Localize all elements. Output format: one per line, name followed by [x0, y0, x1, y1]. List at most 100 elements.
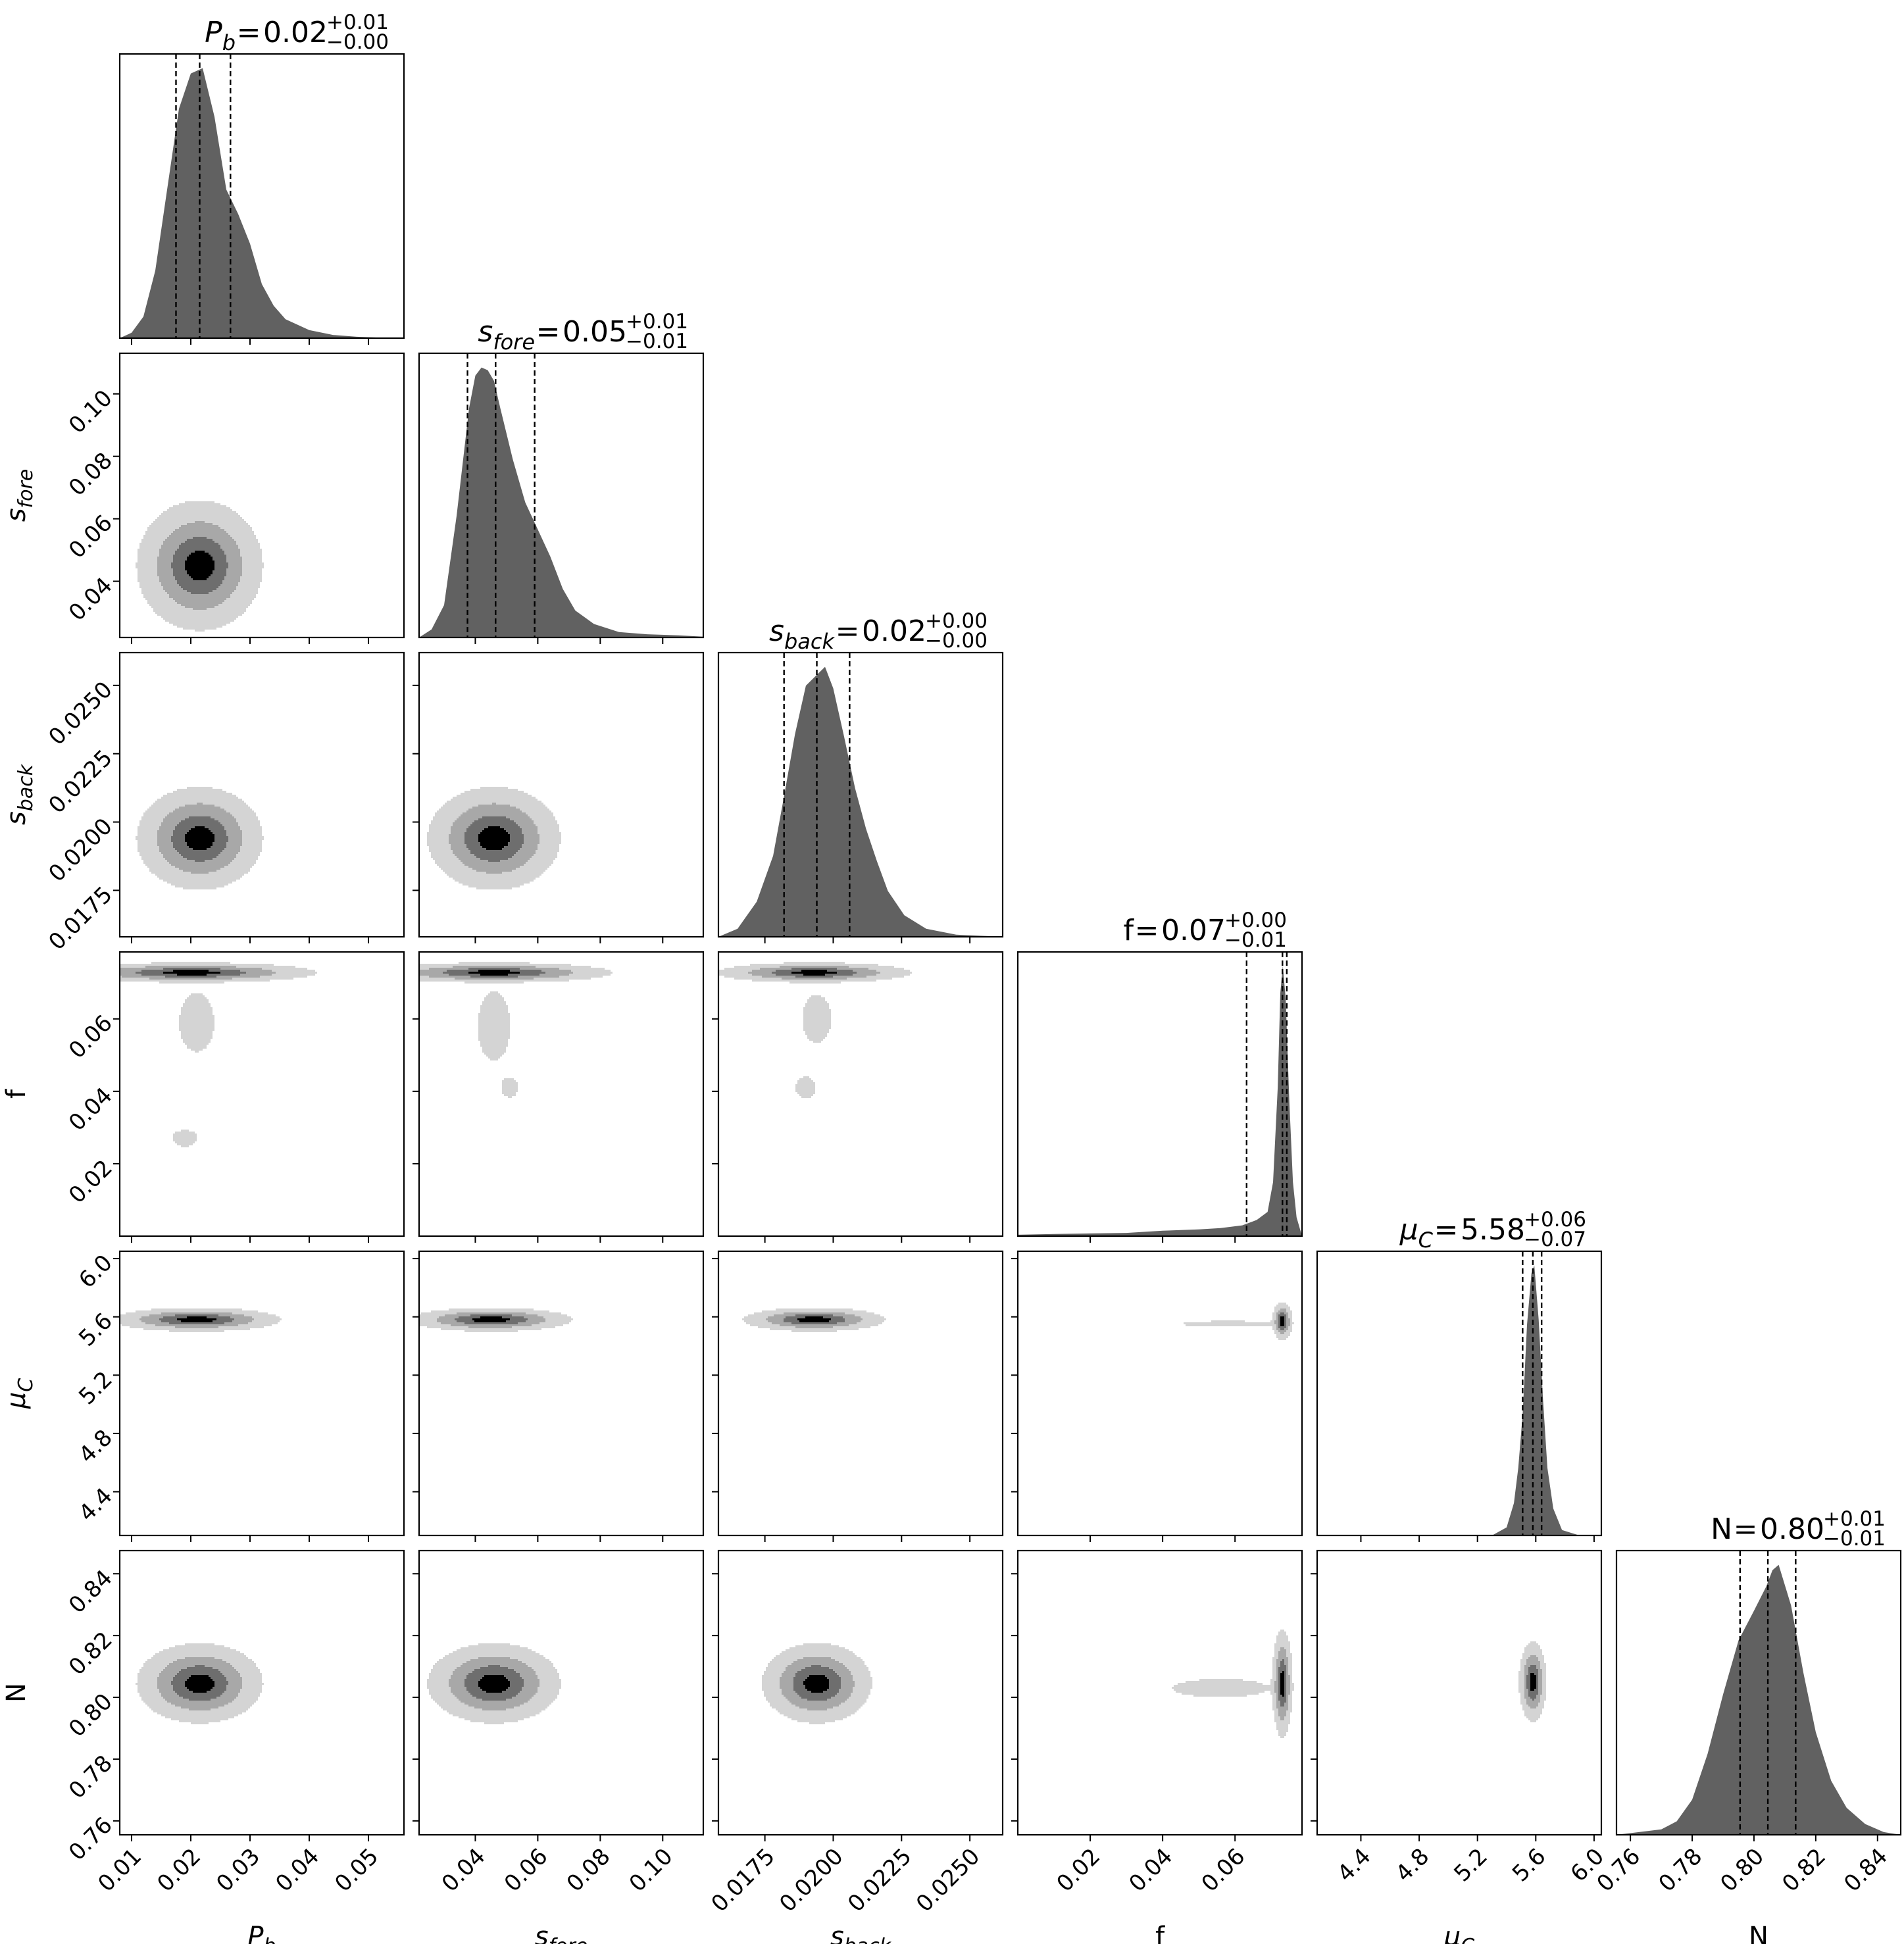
hist-area-N	[1616, 1564, 1901, 1835]
y-axis-label-muC: μC	[1, 1378, 38, 1409]
y-tick-label-sback: 0.0225	[43, 745, 117, 818]
x-tick-label-sfore: 0.08	[562, 1843, 616, 1897]
x-axis-label-symbol: N	[1749, 1922, 1768, 1944]
hist-panel-f: f = 0.07+0.00−0.01	[1016, 909, 1303, 1243]
title-value-muC: 5.58	[1461, 1213, 1525, 1247]
panel-bg	[1317, 1551, 1601, 1835]
y-tick-label-sfore: 0.10	[64, 385, 118, 439]
panel-frame-sback	[717, 651, 1004, 938]
x-tick-label-Pb: 0.04	[270, 1843, 324, 1897]
hist-panel-sfore: sfore = 0.05+0.01−0.01	[418, 310, 705, 644]
contour-level-4	[185, 551, 214, 580]
hist-area-sback	[718, 666, 1003, 937]
y-tick-label-N: 0.84	[64, 1565, 118, 1619]
y-axis-label-subscript: C	[14, 1378, 38, 1392]
hist-panel-Pb: Pb = 0.02+0.01−0.00	[118, 11, 405, 345]
panel-frame	[1316, 1549, 1603, 1836]
title-symbol: N	[1711, 1512, 1732, 1546]
x-axis-label-symbol: P	[247, 1922, 264, 1944]
y-axis-label-symbol: s	[1, 811, 32, 825]
title-plus-sback: +0.00	[925, 609, 988, 633]
x-axis-label-symbol: μ	[1443, 1922, 1461, 1944]
y-tick-label-N: 0.80	[64, 1689, 118, 1743]
panel-frame	[717, 951, 1004, 1237]
x-tick-label-Pb: 0.03	[211, 1843, 265, 1897]
title-plus-muC: +0.06	[1524, 1208, 1586, 1232]
title-plus-sfore: +0.01	[626, 310, 688, 334]
contour-level-4	[472, 1316, 510, 1322]
contour-level-4	[1530, 1673, 1536, 1691]
x-tick-label-sback: 0.0250	[911, 1843, 985, 1917]
title-value-sfore: 0.05	[563, 315, 627, 349]
panel-frame	[1016, 1250, 1303, 1537]
title-subscript: back	[784, 629, 836, 654]
contour-level-4	[1280, 1671, 1284, 1697]
panel-title-Pb: Pb = 0.02+0.01−0.00	[205, 11, 389, 55]
x-axis-label-muC: μC	[1443, 1922, 1474, 1944]
x-tick-label-f: 0.06	[1197, 1843, 1251, 1897]
y-axis-label-symbol: f	[1, 1089, 32, 1099]
title-value-sback: 0.02	[862, 614, 926, 648]
title-equals-muC: =	[1434, 1213, 1459, 1247]
panel-title-sback: sback = 0.02+0.00−0.00	[769, 609, 988, 654]
contour-panel-sback-f	[712, 951, 1004, 1243]
x-tick-label-N: 0.80	[1715, 1843, 1769, 1897]
x-axis-label-Pb: Pb	[247, 1922, 276, 1944]
title-minus-sfore: −0.01	[626, 330, 688, 353]
panel-title-N: N = 0.80+0.01−0.01	[1711, 1507, 1886, 1551]
panel-frame	[418, 651, 705, 938]
contour-level-4	[1280, 1316, 1284, 1326]
contour-panel-sfore-muC	[413, 1250, 705, 1542]
contour-panel-sfore-N	[413, 1549, 705, 1841]
y-tick-label-sfore: 0.08	[64, 447, 118, 501]
y-tick-label-muC: 4.4	[74, 1483, 118, 1527]
y-tick-label-muC: 5.2	[74, 1366, 118, 1410]
panel-frame	[717, 1549, 1004, 1836]
contour-panel-Pb-f	[113, 951, 405, 1243]
panel-frame	[418, 951, 705, 1237]
hist-area-muC	[1317, 1265, 1601, 1535]
y-tick-label-sback: 0.0200	[43, 813, 117, 887]
hist-panel-sback: sback = 0.02+0.00−0.00	[717, 609, 1004, 943]
x-tick-label-Pb: 0.05	[330, 1843, 384, 1897]
contour-level-4	[478, 1675, 510, 1693]
hist-panel-muC: μC = 5.58+0.06−0.07	[1316, 1208, 1603, 1542]
y-axis-label-N: N	[1, 1683, 32, 1703]
panel-frame	[1016, 1549, 1303, 1836]
contour-level-4	[803, 1675, 829, 1693]
x-axis-label-f: f	[1155, 1922, 1165, 1944]
x-tick-label-sfore: 0.10	[624, 1843, 678, 1897]
y-tick-label-f: 0.02	[64, 1155, 118, 1209]
contour-level-4	[791, 970, 837, 976]
y-axis-label-symbol: s	[1, 508, 32, 522]
x-axis-label-symbol: s	[535, 1922, 549, 1944]
panel-frame	[418, 1549, 705, 1836]
contour-level-4	[177, 1316, 216, 1322]
panel-bg	[1018, 1251, 1302, 1535]
y-tick-label-N: 0.78	[64, 1750, 118, 1804]
contour-level-4	[478, 826, 510, 850]
panel-bg	[120, 952, 404, 1236]
x-tick-label-f: 0.02	[1051, 1843, 1105, 1897]
x-tick-label-sback: 0.0225	[843, 1843, 916, 1917]
contour-panel-sfore-f	[413, 951, 705, 1243]
panel-frame-sfore	[418, 352, 705, 639]
x-axis-label-subscript: b	[264, 1935, 276, 1944]
x-tick-label-Pb: 0.01	[93, 1843, 147, 1897]
x-tick-label-sback: 0.0200	[774, 1843, 848, 1917]
title-equals-Pb: =	[237, 16, 261, 49]
y-tick-label-sfore: 0.06	[64, 510, 118, 564]
x-axis-label-subscript: back	[844, 1935, 892, 1944]
title-name-f: f	[1124, 914, 1135, 947]
contour-panel-f-muC	[1011, 1250, 1303, 1542]
contour-panel-f-N	[1011, 1549, 1303, 1841]
hist-area-f	[1018, 966, 1302, 1236]
title-minus-Pb: −0.00	[326, 30, 389, 54]
title-minus-f: −0.01	[1224, 928, 1287, 952]
y-axis-label-sback: sback	[1, 763, 38, 825]
contour-panel-Pb-sfore	[113, 352, 405, 644]
contour-panel-sfore-sback	[413, 651, 705, 943]
title-name-Pb: Pb	[205, 16, 236, 55]
title-name-sfore: sfore	[478, 315, 535, 355]
contour-level-4	[468, 970, 520, 976]
